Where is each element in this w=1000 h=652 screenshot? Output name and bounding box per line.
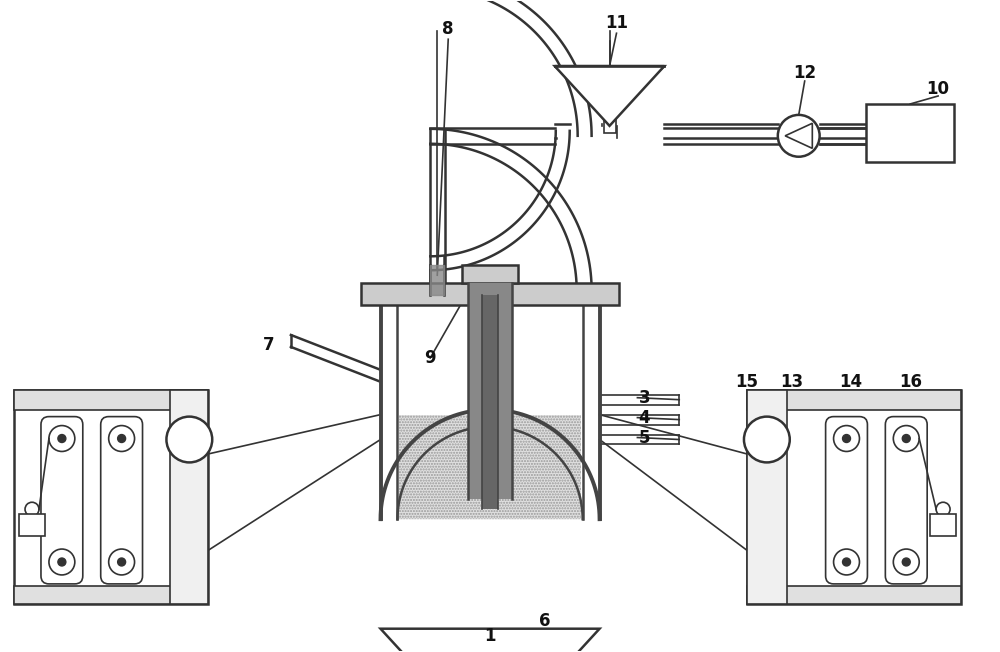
Text: 15: 15 bbox=[735, 373, 758, 391]
Text: 1: 1 bbox=[484, 627, 496, 645]
Circle shape bbox=[58, 558, 66, 566]
FancyBboxPatch shape bbox=[826, 417, 867, 584]
Bar bbox=[19, 514, 45, 536]
Text: 6: 6 bbox=[539, 612, 551, 630]
Text: 11: 11 bbox=[605, 14, 628, 33]
Circle shape bbox=[834, 426, 859, 451]
Circle shape bbox=[118, 558, 126, 566]
Bar bbox=[747, 390, 961, 604]
Polygon shape bbox=[381, 629, 600, 652]
Bar bbox=[747, 586, 961, 604]
Circle shape bbox=[843, 558, 851, 566]
Polygon shape bbox=[785, 123, 812, 149]
Text: 9: 9 bbox=[424, 349, 436, 367]
Circle shape bbox=[744, 417, 790, 462]
Circle shape bbox=[834, 549, 859, 575]
Circle shape bbox=[118, 434, 126, 443]
Text: 12: 12 bbox=[793, 64, 816, 82]
Circle shape bbox=[893, 426, 919, 451]
Text: 5: 5 bbox=[639, 428, 650, 447]
Polygon shape bbox=[399, 428, 581, 519]
Text: 14: 14 bbox=[839, 373, 862, 391]
Bar bbox=[14, 390, 208, 604]
Bar bbox=[747, 390, 961, 409]
Bar bbox=[468, 283, 512, 499]
Bar bbox=[866, 104, 954, 162]
Text: 7: 7 bbox=[263, 336, 275, 354]
Text: 16: 16 bbox=[899, 373, 922, 391]
Bar bbox=[930, 514, 956, 536]
Bar bbox=[14, 586, 208, 604]
Circle shape bbox=[936, 502, 950, 516]
Bar bbox=[482, 295, 498, 509]
Circle shape bbox=[49, 549, 75, 575]
Text: 13: 13 bbox=[780, 373, 803, 391]
Circle shape bbox=[58, 434, 66, 443]
Circle shape bbox=[49, 426, 75, 451]
Text: 10: 10 bbox=[927, 80, 950, 98]
Text: 3: 3 bbox=[639, 389, 650, 407]
Circle shape bbox=[902, 558, 910, 566]
FancyBboxPatch shape bbox=[41, 417, 83, 584]
Text: 8: 8 bbox=[442, 20, 454, 38]
Text: 4: 4 bbox=[639, 409, 650, 426]
Bar bbox=[399, 415, 581, 519]
Bar bbox=[747, 390, 787, 604]
Circle shape bbox=[893, 549, 919, 575]
Circle shape bbox=[778, 115, 820, 156]
Circle shape bbox=[109, 549, 135, 575]
Circle shape bbox=[902, 434, 910, 443]
Circle shape bbox=[25, 502, 39, 516]
Bar bbox=[170, 390, 208, 604]
FancyBboxPatch shape bbox=[885, 417, 927, 584]
Circle shape bbox=[109, 426, 135, 451]
Circle shape bbox=[843, 434, 851, 443]
Polygon shape bbox=[555, 66, 664, 114]
Bar bbox=[14, 390, 208, 409]
FancyBboxPatch shape bbox=[101, 417, 143, 584]
Bar bbox=[604, 113, 616, 133]
Circle shape bbox=[166, 417, 212, 462]
Polygon shape bbox=[555, 66, 664, 126]
Bar bbox=[462, 265, 518, 283]
Bar bbox=[361, 283, 619, 305]
